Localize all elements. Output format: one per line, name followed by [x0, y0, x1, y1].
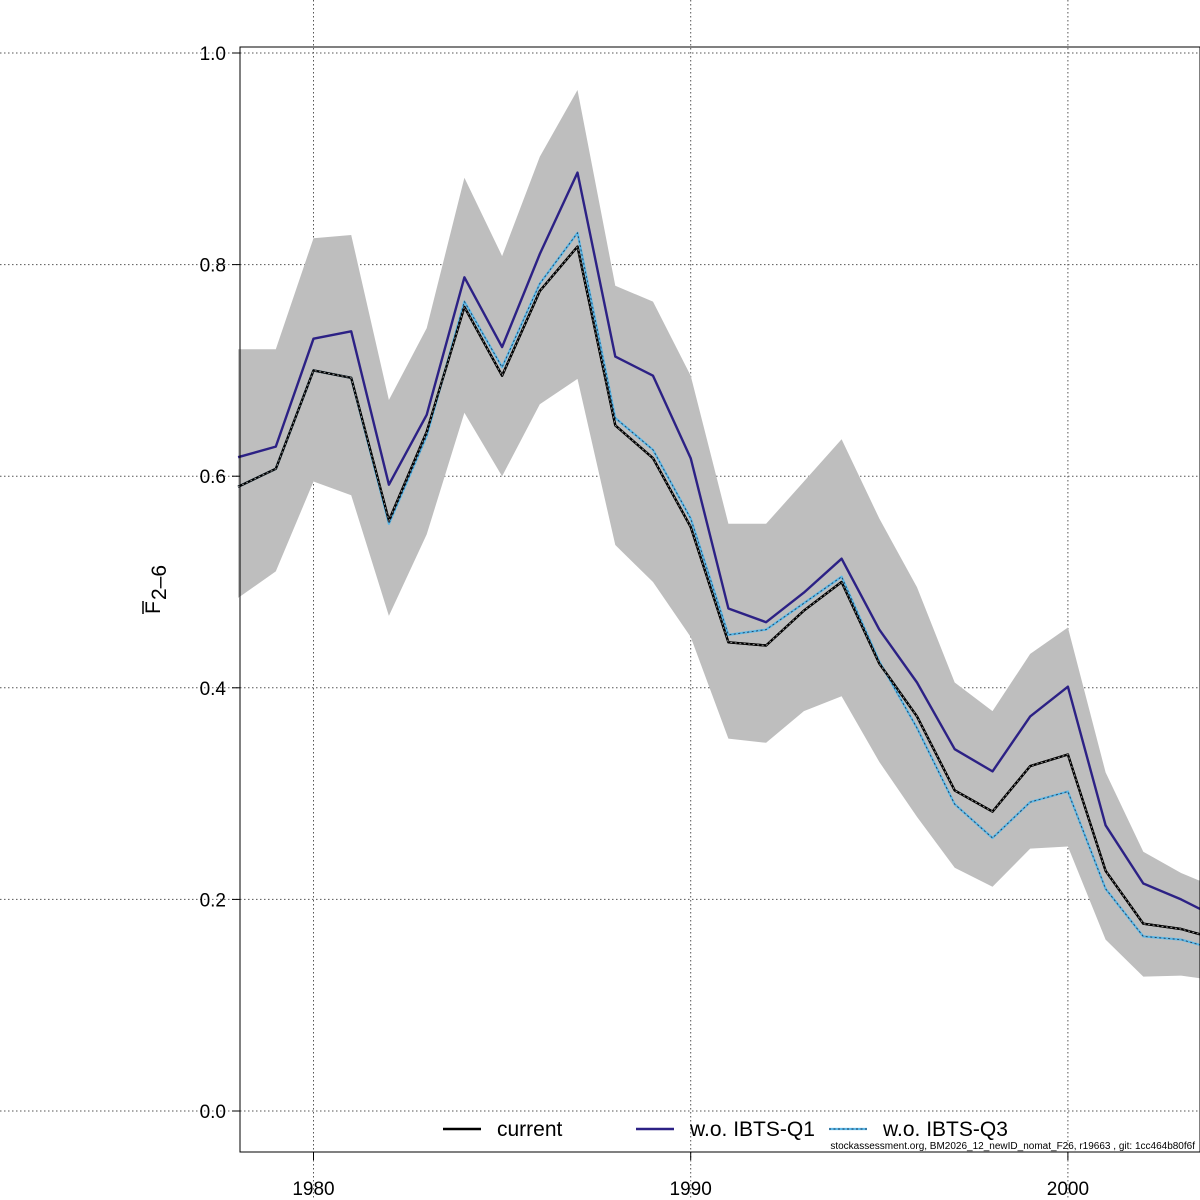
y-axis-label: F 2–6 — [142, 565, 171, 614]
series-layer — [237, 171, 1200, 947]
axes: 0.00.20.40.60.81.019801990200020102020 — [200, 44, 1089, 1200]
x-tick-label: 1980 — [292, 1179, 334, 1200]
series-line-current-top — [237, 245, 1200, 936]
footer-text: stockassessment.org, BM2026_12_newID_nom… — [830, 1141, 1195, 1152]
series-w-o-ibts-q3 — [237, 231, 1200, 947]
series-w-o-ibts-q1 — [237, 171, 1200, 911]
y-axis-label-main: F — [142, 601, 165, 614]
y-tick-label: 0.0 — [200, 1102, 226, 1123]
confidence-band — [238, 90, 1200, 979]
y-tick-label: 0.2 — [200, 890, 226, 911]
series-line-w-o-ibts-q1 — [237, 171, 1200, 911]
y-tick-label: 1.0 — [200, 44, 226, 65]
legend-label: current — [497, 1118, 563, 1141]
series-line-w-o-ibts-q3-dots — [237, 231, 1200, 946]
x-tick-label: 2000 — [1047, 1179, 1089, 1200]
legend-label: w.o. IBTS-Q3 — [882, 1118, 1008, 1141]
plot-frame — [239, 46, 1200, 1153]
confidence-band-layer — [238, 90, 1200, 979]
legend: current w.o. IBTS-Q1 w.o. IBTS-Q3 — [443, 1118, 1008, 1141]
legend-item-w-o-ibts-q1: w.o. IBTS-Q1 — [636, 1118, 815, 1141]
y-tick-label: 0.8 — [200, 256, 226, 277]
x-tick-label: 1990 — [670, 1179, 712, 1200]
y-tick-label: 0.4 — [200, 679, 227, 700]
legend-item-current: current — [443, 1118, 563, 1141]
legend-label: w.o. IBTS-Q1 — [689, 1118, 815, 1141]
y-axis-label-sub: 2–6 — [148, 565, 171, 600]
legend-item-w-o-ibts-q3: w.o. IBTS-Q3 — [829, 1118, 1008, 1141]
y-tick-label: 0.6 — [200, 467, 226, 488]
